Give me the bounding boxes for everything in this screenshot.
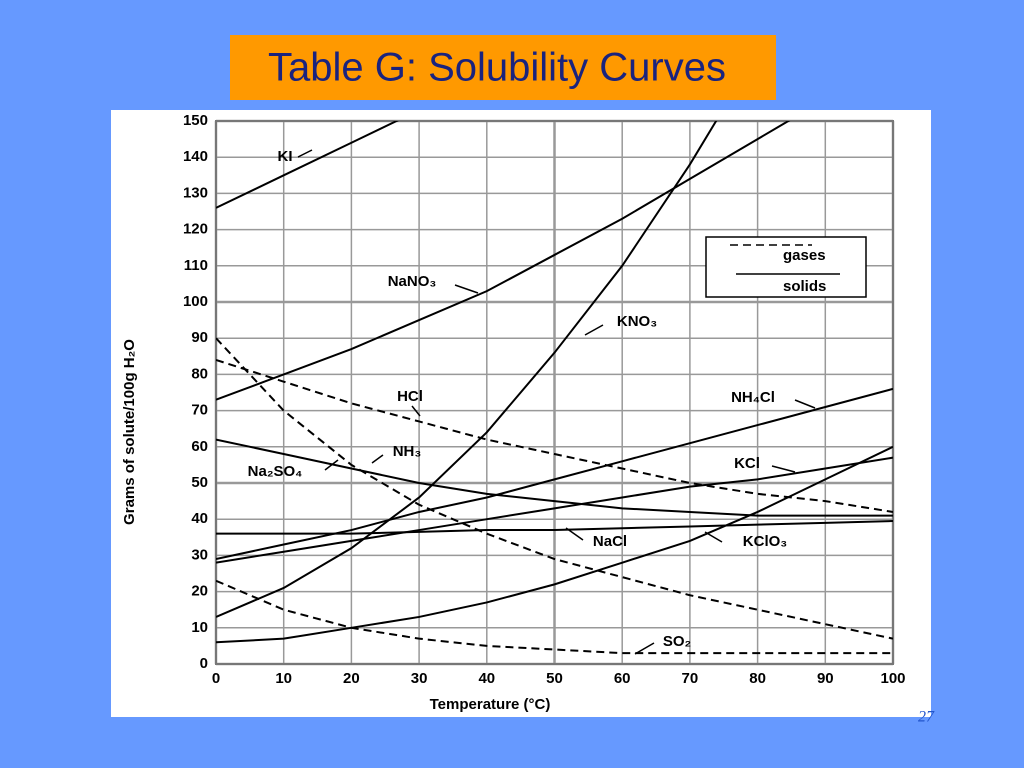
- curves: [216, 121, 893, 655]
- slide-title: Table G: Solubility Curves: [268, 46, 726, 90]
- y-tick-label: 140: [183, 148, 208, 165]
- solubility-curve: [216, 456, 893, 564]
- leader-line: [297, 149, 313, 158]
- curve-label: SO₂: [663, 633, 691, 650]
- x-tick-label: 50: [546, 670, 563, 687]
- x-axis-label: Temperature (°C): [430, 696, 551, 713]
- x-tick-label: 10: [275, 670, 292, 687]
- x-tick-label: 70: [682, 670, 699, 687]
- curve-label: KCl: [734, 455, 760, 472]
- y-tick-label: 20: [191, 583, 208, 600]
- x-tick-label: 0: [212, 670, 220, 687]
- legend-label: gases: [783, 247, 826, 264]
- curve-label: NH₃: [393, 443, 422, 460]
- y-tick-label: 90: [191, 329, 208, 346]
- curve-labels: KI NaNO₃ KNO₃ HCl NH₃ Na₂SO₄ NH₄Cl KCl NaCl KClO₃…: [248, 148, 816, 655]
- solubility-curve: [216, 387, 893, 560]
- solubility-curve: [216, 579, 893, 655]
- y-tick-label: 10: [191, 619, 208, 636]
- curve-label: KI: [278, 148, 293, 165]
- x-tick-label: 100: [880, 670, 905, 687]
- curve-label: NH₄Cl: [731, 389, 775, 406]
- leader-line: [454, 284, 479, 294]
- y-tick-label: 40: [191, 510, 208, 527]
- grid: 0 10 20 30 40 50 60 70 80 90 100 0 10 20 30 40 50 60 70 80 9…: [183, 112, 906, 687]
- solubility-curve: [216, 438, 893, 517]
- x-tick-label: 60: [614, 670, 631, 687]
- leader-line: [704, 531, 723, 543]
- x-tick-label: 40: [478, 670, 495, 687]
- curve-label: NaCl: [593, 533, 627, 550]
- solubility-curve: [216, 520, 893, 535]
- y-tick-label: 120: [183, 221, 208, 238]
- leader-line: [794, 399, 816, 409]
- leader-line: [584, 324, 604, 336]
- solubility-curve: [216, 121, 399, 209]
- y-axis-label: Grams of solute/100g H₂O: [121, 339, 138, 525]
- curve-label: Na₂SO₄: [248, 463, 303, 480]
- solubility-curve: [216, 121, 718, 618]
- x-tick-label: 90: [817, 670, 834, 687]
- x-tick-label: 80: [749, 670, 766, 687]
- leader-line: [634, 642, 655, 655]
- legend: gases solids: [705, 236, 867, 298]
- chart-image: [111, 110, 931, 717]
- solubility-curve: [216, 337, 893, 640]
- y-tick-label: 80: [191, 365, 208, 382]
- leader-line: [324, 459, 339, 471]
- leader-line: [371, 454, 384, 464]
- y-tick-label: 110: [184, 257, 208, 274]
- y-tick-label: 70: [191, 402, 208, 419]
- leader-line: [771, 465, 796, 473]
- y-tick-label: 0: [200, 655, 208, 672]
- y-tick-label: 100: [183, 293, 208, 310]
- y-tick-label: 50: [191, 474, 208, 491]
- legend-label: solids: [783, 278, 826, 295]
- solubility-curve: [216, 445, 893, 644]
- curve-label: NaNO₃: [388, 273, 437, 290]
- x-tick-label: 20: [343, 670, 360, 687]
- y-tick-label: 130: [183, 184, 208, 201]
- y-tick-label: 60: [191, 438, 208, 455]
- legend-box: [705, 236, 867, 298]
- solubility-curve: [216, 121, 791, 401]
- plot-frame: [215, 120, 894, 665]
- page-number: 27: [918, 709, 935, 726]
- solubility-curve: [216, 358, 893, 513]
- x-tick-label: 30: [411, 670, 428, 687]
- curve-label: KClO₃: [743, 533, 788, 550]
- curve-label: HCl: [397, 388, 423, 405]
- leader-line: [565, 527, 584, 541]
- y-tick-label: 150: [183, 112, 208, 129]
- curve-label: KNO₃: [617, 313, 657, 330]
- title-box: [230, 35, 776, 100]
- leader-line: [411, 405, 421, 417]
- y-tick-label: 30: [191, 546, 208, 563]
